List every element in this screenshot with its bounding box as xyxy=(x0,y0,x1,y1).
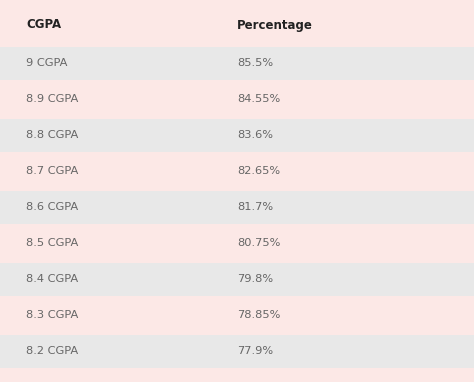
Text: 8.5 CGPA: 8.5 CGPA xyxy=(26,238,78,249)
Text: 80.75%: 80.75% xyxy=(237,238,281,249)
Text: 8.6 CGPA: 8.6 CGPA xyxy=(26,202,78,212)
Text: 8.9 CGPA: 8.9 CGPA xyxy=(26,94,78,105)
Text: 8.7 CGPA: 8.7 CGPA xyxy=(26,167,78,176)
Bar xyxy=(0,191,474,224)
Text: CGPA: CGPA xyxy=(26,18,61,31)
Text: 85.5%: 85.5% xyxy=(237,58,273,68)
Bar xyxy=(0,119,474,152)
Bar xyxy=(0,83,474,116)
Text: 81.7%: 81.7% xyxy=(237,202,273,212)
Bar xyxy=(0,335,474,368)
Bar xyxy=(0,6,474,44)
Bar xyxy=(0,263,474,296)
Text: 8.8 CGPA: 8.8 CGPA xyxy=(26,131,78,141)
Bar xyxy=(0,299,474,332)
Text: 77.9%: 77.9% xyxy=(237,346,273,356)
Bar xyxy=(0,47,474,80)
Text: 82.65%: 82.65% xyxy=(237,167,280,176)
Text: 84.55%: 84.55% xyxy=(237,94,280,105)
Bar xyxy=(0,371,474,382)
Text: 8.3 CGPA: 8.3 CGPA xyxy=(26,311,78,320)
Text: 79.8%: 79.8% xyxy=(237,275,273,285)
Text: 9 CGPA: 9 CGPA xyxy=(26,58,67,68)
Text: Percentage: Percentage xyxy=(237,18,313,31)
Bar xyxy=(0,155,474,188)
Text: 8.4 CGPA: 8.4 CGPA xyxy=(26,275,78,285)
Text: 83.6%: 83.6% xyxy=(237,131,273,141)
Text: 8.2 CGPA: 8.2 CGPA xyxy=(26,346,78,356)
Text: 78.85%: 78.85% xyxy=(237,311,281,320)
Bar xyxy=(0,227,474,260)
